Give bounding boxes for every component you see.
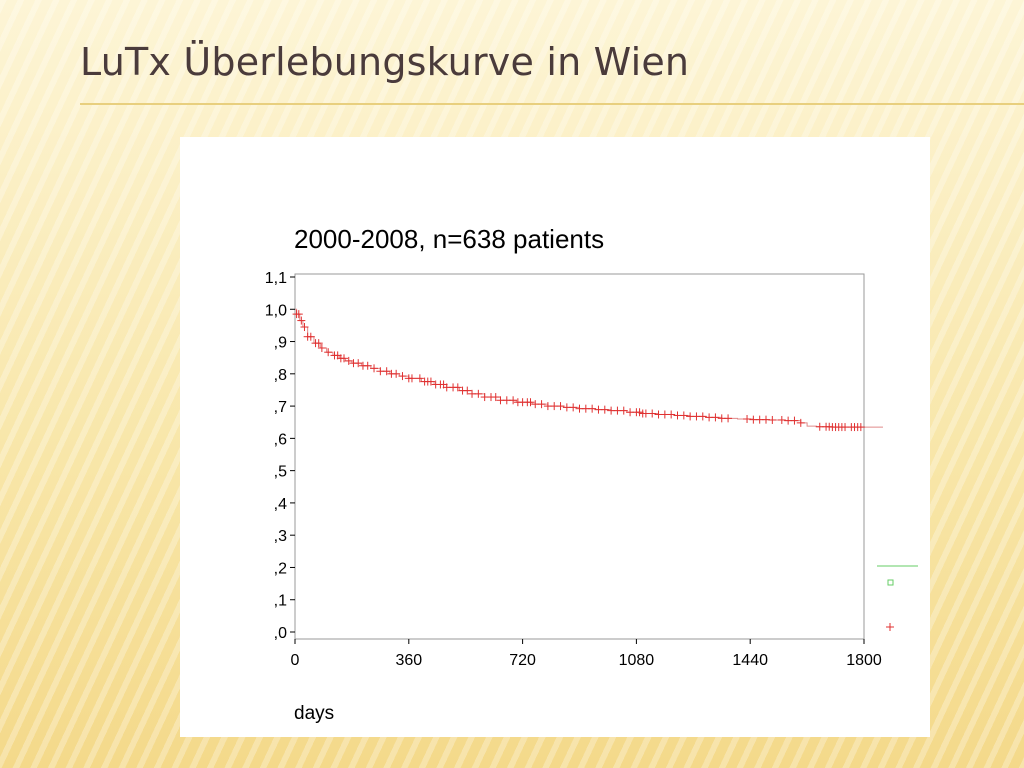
censor-mark — [354, 359, 363, 368]
y-tick-label: ,6 — [274, 431, 287, 448]
censor-mark — [796, 418, 805, 427]
censor-mark — [724, 414, 733, 423]
censor-mark — [398, 372, 407, 381]
censor-mark — [556, 402, 565, 411]
x-axis: 0 360 720 1080 1440 1800 — [291, 639, 882, 669]
censor-mark — [344, 356, 353, 365]
censor-mark — [297, 316, 306, 325]
censor-mark — [415, 374, 424, 383]
censor-mark — [453, 383, 462, 392]
y-tick-label: ,8 — [274, 367, 287, 384]
censor-mark — [407, 374, 416, 383]
censor-mark — [294, 310, 303, 319]
legend-plus-icon — [886, 623, 894, 631]
censor-mark — [648, 409, 657, 418]
censor-mark — [790, 416, 799, 425]
chart-panel: 2000-2008, n=638 patients ,0 ,1 ,2 ,3 ,4 ,5 ,6… — [180, 137, 930, 737]
y-tick-label: ,1 — [274, 593, 287, 610]
censor-mark — [339, 354, 348, 363]
censor-mark — [679, 411, 688, 420]
x-axis-label: days — [294, 703, 334, 724]
plot-frame — [294, 273, 865, 640]
censor-mark — [768, 415, 777, 424]
censor-mark — [743, 415, 752, 423]
y-axis: ,0 ,1 ,2 ,3 ,4 ,5 ,6 ,7 ,8 ,9 1,0 1,1 — [265, 270, 295, 642]
censor-mark — [698, 412, 707, 421]
x-tick-label: 1080 — [619, 652, 655, 669]
y-tick-label: ,9 — [274, 335, 287, 352]
y-tick-label: ,5 — [274, 464, 287, 481]
survival-chart: 2000-2008, n=638 patients ,0 ,1 ,2 ,3 ,4 ,5 ,6… — [265, 224, 918, 724]
censor-mark — [300, 323, 309, 332]
x-tick-label: 1440 — [732, 652, 768, 669]
y-tick-label: ,3 — [274, 528, 287, 545]
x-tick-label: 1800 — [846, 652, 882, 669]
censor-mark — [363, 361, 372, 370]
censor-mark — [777, 415, 786, 424]
y-tick-label: ,0 — [274, 625, 287, 642]
censor-marks — [292, 310, 865, 432]
slide-title: LuTx Überlebungskurve in Wien — [80, 40, 690, 84]
censor-mark — [370, 364, 379, 373]
censor-mark — [382, 367, 391, 376]
censor-mark — [537, 400, 546, 409]
chart-title: 2000-2008, n=638 patients — [294, 224, 604, 254]
censor-mark — [619, 406, 628, 415]
series-layer — [295, 308, 883, 428]
censor-mark — [426, 377, 435, 386]
censor-mark — [667, 410, 676, 419]
legend — [877, 565, 918, 631]
censor-mark — [509, 396, 518, 405]
censor-mark — [491, 393, 500, 402]
title-divider — [80, 103, 1024, 105]
legend-square-icon — [887, 579, 894, 586]
censor-mark — [392, 369, 401, 378]
x-tick-label: 720 — [509, 652, 536, 669]
censor-mark — [600, 405, 609, 414]
x-tick-label: 360 — [395, 652, 422, 669]
censor-mark — [711, 413, 720, 422]
y-tick-label: ,7 — [274, 399, 287, 416]
censor-mark — [314, 339, 323, 348]
censor-mark — [324, 348, 333, 357]
survival-curve — [295, 308, 883, 428]
censor-mark — [526, 398, 535, 407]
censor-mark — [569, 403, 578, 412]
censor-mark — [588, 404, 597, 413]
y-tick-label: 1,1 — [265, 270, 287, 287]
censor-mark — [474, 389, 483, 398]
censor-mark — [856, 423, 865, 432]
y-tick-label: ,4 — [274, 496, 287, 513]
censor-mark — [317, 344, 326, 352]
y-tick-label: ,2 — [274, 560, 287, 577]
censor-mark — [463, 386, 472, 395]
censor-mark — [306, 332, 315, 341]
y-tick-label: 1,0 — [265, 302, 287, 319]
x-tick-label: 0 — [291, 652, 300, 669]
